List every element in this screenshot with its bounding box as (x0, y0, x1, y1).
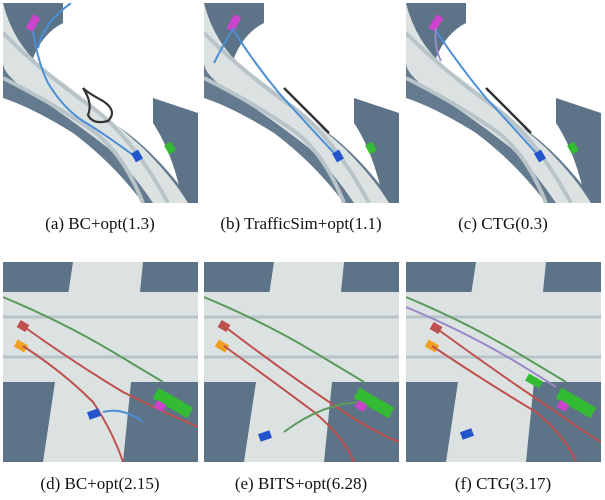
lane-marking (3, 31, 170, 203)
trajectory-line (406, 306, 557, 388)
vehicle (459, 428, 475, 440)
trajectory-line (204, 296, 365, 383)
road-surface (406, 3, 591, 203)
trajectory-line (32, 30, 134, 156)
trajectory-line (82, 87, 114, 124)
trajectory-line (3, 296, 164, 383)
vehicle (365, 141, 377, 155)
ego-vehicle (556, 400, 570, 412)
vehicle (86, 408, 102, 420)
panel-a-caption: (a) BC+opt(1.3) (45, 214, 155, 233)
vehicle (164, 141, 176, 155)
vehicle (353, 387, 395, 419)
panel-c-caption: (c) CTG(0.3) (458, 214, 548, 233)
road-surface (3, 3, 188, 203)
road-surface (446, 262, 546, 462)
road-surface (204, 3, 389, 203)
vehicle (567, 141, 579, 155)
trajectory-line (435, 327, 601, 443)
trajectory-line (435, 30, 537, 154)
trajectory-line (223, 345, 355, 462)
panel-f-image (406, 262, 601, 462)
lane-marking (3, 76, 145, 203)
vehicle (534, 149, 546, 163)
vehicle (152, 387, 194, 419)
panel-b-caption: (b) TrafficSim+opt(1.1) (220, 214, 382, 233)
panel-a-image (3, 3, 198, 203)
trajectory-line (283, 87, 330, 134)
ego-vehicle (354, 400, 368, 412)
trajectory-line (22, 345, 124, 462)
trajectory-line (213, 27, 235, 64)
panel-c-image (406, 3, 601, 203)
lane-marking (406, 76, 548, 203)
panel-d-image (3, 262, 198, 462)
panel-b-image (204, 3, 399, 203)
lane-marking (204, 76, 346, 203)
vehicle (257, 430, 273, 442)
panel-d-caption: (d) BC+opt(2.15) (40, 474, 160, 493)
vehicle (555, 387, 597, 419)
vehicle (214, 339, 230, 353)
ego-vehicle (428, 14, 444, 32)
vehicle (525, 373, 543, 389)
trajectory-line (406, 296, 567, 383)
trajectory-line (283, 401, 365, 433)
vehicle (13, 339, 29, 353)
vehicle (131, 149, 143, 163)
trajectory-line (37, 3, 72, 49)
ego-vehicle (25, 14, 41, 32)
trajectory-line (223, 325, 399, 443)
lane-marking (204, 31, 371, 203)
trajectory-line (22, 325, 198, 428)
trajectory-line (485, 87, 532, 134)
panel-e-caption: (e) BITS+opt(6.28) (234, 474, 368, 493)
trajectory-line (102, 409, 144, 423)
trajectory-line (431, 345, 577, 462)
vehicle (332, 149, 344, 163)
panel-f-caption: (f) CTG(3.17) (454, 474, 552, 493)
ego-vehicle (153, 400, 167, 412)
panel-e-image (204, 262, 399, 462)
ego-vehicle (226, 14, 242, 32)
trajectory-line (233, 30, 335, 154)
